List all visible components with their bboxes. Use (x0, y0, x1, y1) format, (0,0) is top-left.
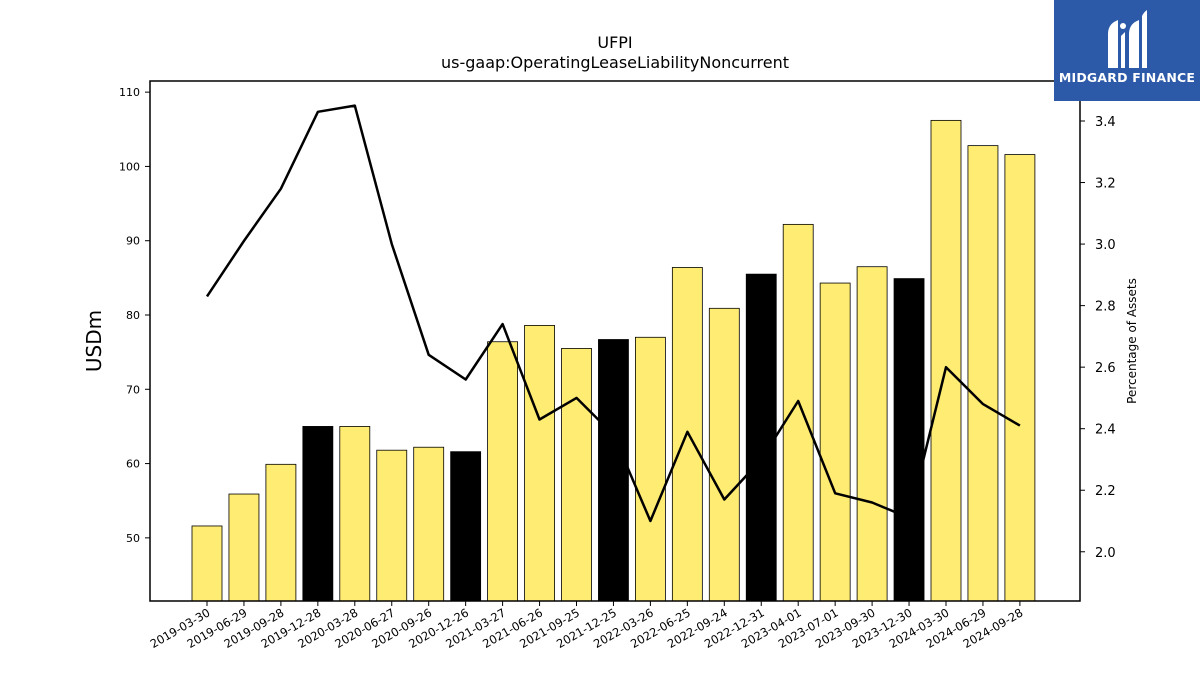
brand-name: MIDGARD FINANCE (1058, 70, 1196, 85)
bar-2021-09-25 (561, 348, 592, 602)
y2-axis-label: Percentage of Assets (1125, 278, 1139, 404)
chart-subtitle: us-gaap:OperatingLeaseLiabilityNoncurren… (441, 53, 789, 72)
y2-tick-label: 2.0 (1095, 546, 1116, 561)
y2-tick-label: 2.4 (1095, 423, 1116, 438)
plot-frame (149, 80, 1081, 602)
bar-2024-06-29 (967, 145, 999, 602)
bar-2019-03-30 (191, 525, 223, 602)
bar-2021-03-27 (487, 341, 519, 602)
bar-2022-03-26 (635, 336, 666, 602)
bar-2019-12-28 (302, 426, 334, 602)
bar-2020-09-26 (413, 446, 445, 602)
chart-title: UFPI (597, 33, 632, 52)
y-axis-left: 50 60 70 80 90 100 110 (119, 86, 150, 545)
y-tick-label: 50 (126, 532, 140, 545)
bar-2020-03-28 (339, 426, 371, 602)
y-tick-label: 60 (126, 458, 140, 471)
bar-2024-09-28 (1004, 154, 1036, 602)
y2-tick-label: 2.2 (1095, 484, 1116, 499)
y-tick-label: 100 (119, 160, 140, 173)
bar-2021-06-26 (524, 324, 555, 602)
percentage-of-assets-line (205, 104, 1021, 523)
y-tick-label: 90 (126, 235, 140, 248)
y-tick-label: 110 (119, 86, 140, 99)
bar-2023-12-30 (893, 278, 925, 602)
y2-tick-label: 2.6 (1095, 361, 1116, 376)
y2-tick-label: 3.2 (1095, 177, 1116, 192)
bar-series (191, 119, 1036, 602)
bar-2019-06-29 (228, 493, 260, 602)
bar-2023-07-01 (819, 282, 851, 602)
bar-2023-09-30 (856, 266, 888, 602)
y2-tick-label: 3.4 (1095, 115, 1116, 130)
bar-2020-12-26 (450, 451, 482, 602)
y2-tick-label: 3.0 (1095, 238, 1116, 253)
bar-2023-04-01 (782, 223, 814, 602)
bar-2019-09-28 (265, 463, 297, 602)
midgard-logo-icon (1108, 10, 1147, 68)
y-axis-right: 2.0 2.2 2.4 2.6 2.8 3.0 3.2 3.4 (1080, 115, 1116, 561)
x-axis: 2019-03-302019-06-292019-09-282019-12-28… (148, 601, 1025, 651)
brand-logo: MIDGARD FINANCE (1054, 0, 1200, 101)
y-tick-label: 70 (126, 383, 140, 396)
bar-2024-03-30 (930, 119, 962, 602)
bar-2021-12-25 (598, 339, 629, 602)
bar-2020-06-27 (376, 449, 408, 602)
line-series (205, 104, 1021, 523)
y2-tick-label: 2.8 (1095, 300, 1116, 315)
y-tick-label: 80 (126, 309, 140, 322)
bar-2022-09-24 (708, 307, 740, 602)
bar-2022-12-31 (745, 273, 777, 602)
y-axis-label: USDm (82, 310, 106, 372)
